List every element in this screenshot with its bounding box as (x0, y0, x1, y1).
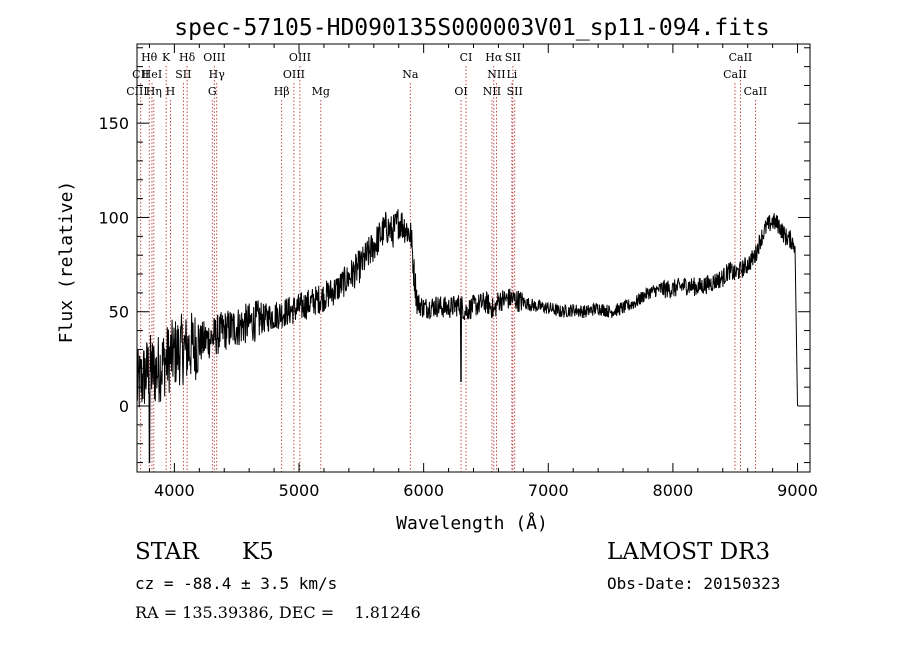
y-tick-label: 150 (98, 114, 129, 133)
spectrum-line (136, 209, 798, 464)
line-label: HeI (142, 68, 162, 81)
line-label: OIII (203, 51, 225, 64)
plot-frame (136, 43, 811, 473)
line-label: K (162, 51, 171, 64)
line-label: CaII (744, 85, 768, 98)
line-label: Hη (146, 85, 162, 98)
line-label: CI (460, 51, 473, 64)
line-label: Hγ (209, 68, 226, 81)
object-subclass: K5 (242, 539, 274, 565)
x-tick-label: 4000 (154, 481, 195, 500)
line-label: OI (454, 85, 467, 98)
line-label: G (208, 85, 217, 98)
line-label: Mg (312, 85, 330, 98)
x-tick-label: 7000 (528, 481, 569, 500)
x-tick-label: 8000 (653, 481, 694, 500)
spectrum-series (136, 209, 798, 464)
spectrum-chart: spec-57105-HD090135S000003V01_sp11-094.f… (56, 15, 818, 534)
x-tick-label: 9000 (777, 481, 818, 500)
line-label: Li (506, 68, 517, 81)
line-label: OIII (289, 51, 311, 64)
obs-date: Obs-Date: 20150323 (607, 574, 781, 593)
line-label: Hδ (179, 51, 196, 64)
y-tick-label: 50 (109, 303, 129, 322)
line-label: OIII (283, 68, 305, 81)
line-label: Hθ (141, 51, 158, 64)
y-tick-label: 0 (119, 397, 129, 416)
x-tick-label: 5000 (279, 481, 320, 500)
redshift-line: cz = -88.4 ± 3.5 km/s (135, 574, 338, 593)
line-label: H (166, 85, 176, 98)
line-label: Na (402, 68, 419, 81)
line-label: CaII (723, 68, 747, 81)
line-label: NII (483, 85, 501, 98)
line-label: Hβ (274, 85, 290, 98)
survey-name: LAMOST DR3 (607, 539, 771, 565)
line-label: SII (505, 51, 521, 64)
line-label: CaII (729, 51, 753, 64)
line-label: CII (132, 68, 149, 81)
y-axis-label: Flux (relative) (56, 181, 77, 344)
line-label: SII (507, 85, 523, 98)
object-class: STAR (135, 539, 199, 565)
line-label: Hα (485, 51, 503, 64)
x-tick-label: 6000 (403, 481, 444, 500)
axis-ticks: 4000 5000 6000 7000 8000 9000 0 50 100 150 (98, 44, 818, 500)
y-tick-label: 100 (98, 208, 129, 227)
coordinates: RA = 135.39386, DEC = 1.81246 (135, 603, 421, 622)
x-axis-label: Wavelength (Å) (396, 512, 548, 534)
line-label: SII (175, 68, 191, 81)
line-label: NII (487, 68, 505, 81)
chart-title: spec-57105-HD090135S000003V01_sp11-094.f… (174, 15, 769, 41)
